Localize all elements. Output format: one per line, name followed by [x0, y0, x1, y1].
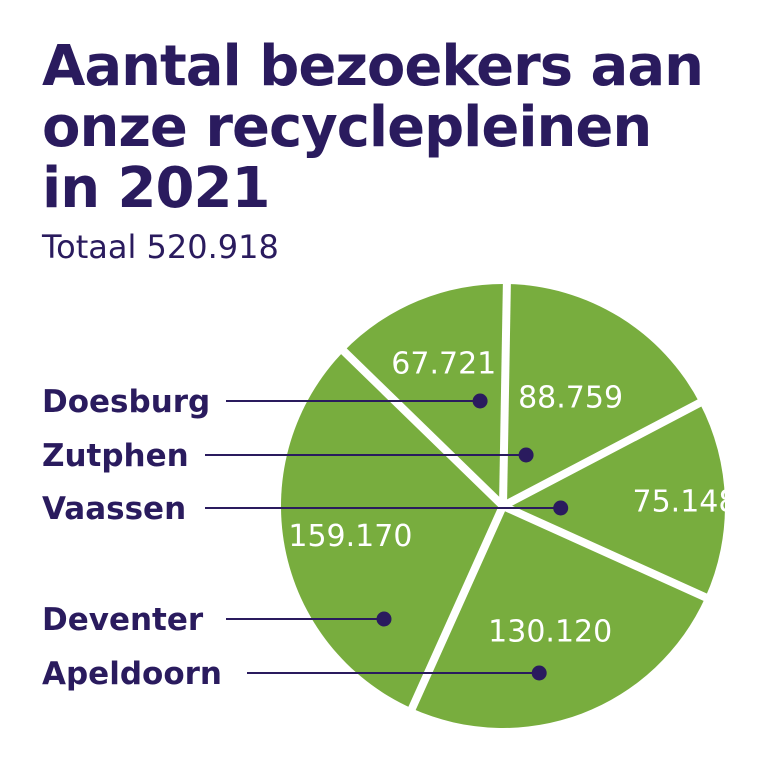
category-label-zutphen: Zutphen — [42, 438, 189, 474]
value-label-apeldoorn: 130.120 — [488, 615, 612, 650]
title-line-2: onze recyclepleinen — [42, 95, 652, 160]
slice-separator — [499, 275, 512, 507]
pie-slice-doesburg — [343, 283, 507, 506]
leader-dot-apeldoorn — [531, 665, 547, 681]
pie-category-labels: Doesburg Zutphen Vaassen Deventer Apeldoorn — [42, 384, 222, 692]
value-label-doesburg: 67.721 — [391, 346, 496, 381]
category-label-apeldoorn: Apeldoorn — [42, 656, 222, 692]
value-label-vaassen: 75.148 — [633, 485, 738, 520]
pie-separators — [335, 275, 715, 718]
pie-leader-lines — [205, 393, 569, 681]
pie-slice-zutphen — [503, 284, 700, 506]
slice-separator — [335, 342, 506, 509]
leader-dot-deventer — [376, 611, 392, 627]
value-label-zutphen: 88.759 — [518, 380, 623, 415]
leader-dot-vaassen — [553, 500, 569, 516]
slice-separator — [501, 395, 709, 510]
value-label-deventer: 159.170 — [288, 519, 412, 554]
pie-slice-vaassen — [503, 402, 725, 598]
category-label-deventer: Deventer — [42, 602, 204, 638]
category-label-doesburg: Doesburg — [42, 384, 210, 420]
slice-separator — [501, 502, 715, 605]
chart-subtitle: Totaal 520.918 — [42, 228, 279, 266]
chart-title: Aantal bezoekers aan onze recyclepleinen… — [42, 34, 704, 221]
slice-separator — [405, 504, 507, 718]
leader-dot-zutphen — [518, 447, 534, 463]
pie-value-labels: 88.759 75.148 130.120 159.170 67.721 — [288, 346, 737, 649]
title-line-3: in 2021 — [42, 156, 270, 221]
title-line-1: Aantal bezoekers aan — [42, 34, 704, 99]
leader-dot-doesburg — [472, 393, 488, 409]
category-label-vaassen: Vaassen — [42, 491, 186, 527]
